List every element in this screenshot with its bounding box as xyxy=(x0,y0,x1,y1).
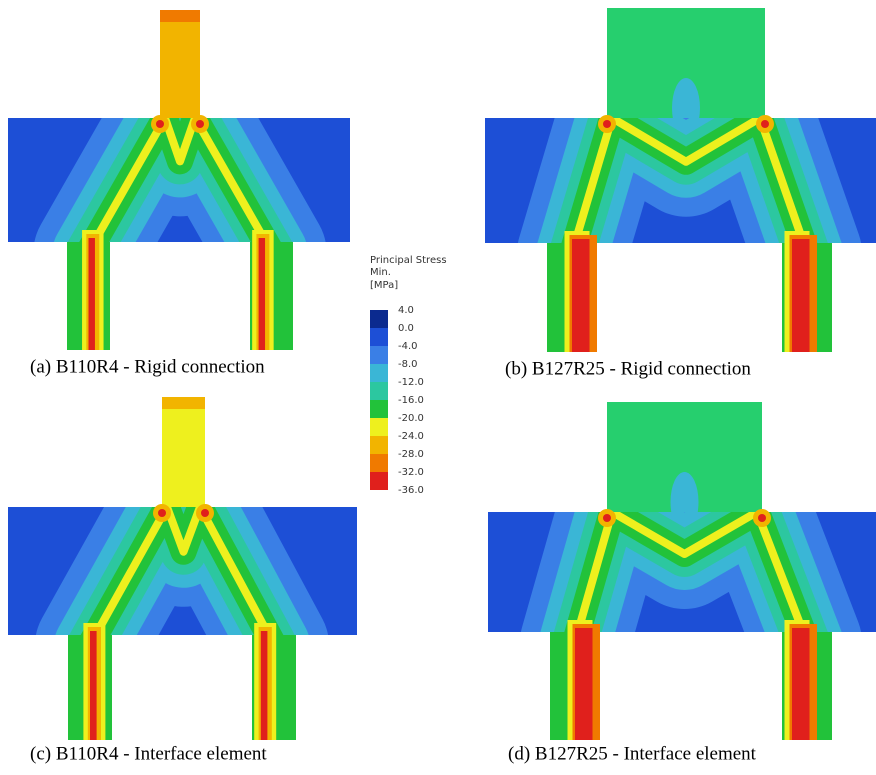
legend-swatch xyxy=(370,454,388,472)
legend-swatch xyxy=(370,364,388,382)
legend-label: 4.0 xyxy=(398,305,414,316)
legend-label: -24.0 xyxy=(398,431,424,442)
legend-label: -36.0 xyxy=(398,485,424,496)
caption: (b) B127R25 - Rigid connection xyxy=(505,358,751,379)
legend-title: [MPa] xyxy=(370,280,398,291)
support-band xyxy=(792,239,810,352)
figure: (a) B110R4 - Rigid connection (b) B127R2… xyxy=(0,0,876,770)
legend-title: Min. xyxy=(370,267,391,278)
legend-title: Principal Stress xyxy=(370,255,447,266)
legend-swatch xyxy=(370,328,388,346)
support-band xyxy=(792,628,810,740)
legend-swatch xyxy=(370,418,388,436)
legend: Principal Stress Min. [MPa] 4.0 0.0 -4.0 -8… xyxy=(370,255,447,496)
contour-plot xyxy=(8,10,350,350)
caption: (a) B110R4 - Rigid connection xyxy=(30,356,265,377)
support-band xyxy=(572,239,590,352)
column xyxy=(160,10,200,118)
contour-plot xyxy=(488,402,876,740)
legend-swatch xyxy=(370,436,388,454)
legend-swatch xyxy=(370,346,388,364)
hot-spot xyxy=(156,120,164,128)
legend-label: -32.0 xyxy=(398,467,424,478)
caption: (d) B127R25 - Interface element xyxy=(508,743,757,764)
column-tip xyxy=(162,397,205,409)
hot-spot xyxy=(201,509,209,517)
support-band xyxy=(259,238,265,350)
support-band xyxy=(261,631,268,740)
legend-swatch xyxy=(370,472,388,490)
hot-spot xyxy=(158,509,166,517)
support-band xyxy=(90,631,97,740)
legend-swatch xyxy=(370,400,388,418)
column-tip xyxy=(160,10,200,22)
contour-plot xyxy=(485,8,876,352)
support-band xyxy=(575,628,593,740)
legend-label: -16.0 xyxy=(398,395,424,406)
hot-spot xyxy=(761,120,769,128)
legend-label: -20.0 xyxy=(398,413,424,424)
legend-swatch xyxy=(370,310,388,328)
legend-label: -8.0 xyxy=(398,359,418,370)
hot-spot xyxy=(758,514,766,522)
legend-label: -28.0 xyxy=(398,449,424,460)
legend-label: -12.0 xyxy=(398,377,424,388)
hot-spot xyxy=(603,514,611,522)
legend-label: 0.0 xyxy=(398,323,414,334)
caption: (c) B110R4 - Interface element xyxy=(30,743,267,764)
support-band xyxy=(89,238,95,350)
hot-spot xyxy=(196,120,204,128)
legend-label: -4.0 xyxy=(398,341,418,352)
contour-plot xyxy=(8,397,357,740)
column xyxy=(162,397,205,507)
hot-spot xyxy=(603,120,611,128)
legend-swatch xyxy=(370,382,388,400)
